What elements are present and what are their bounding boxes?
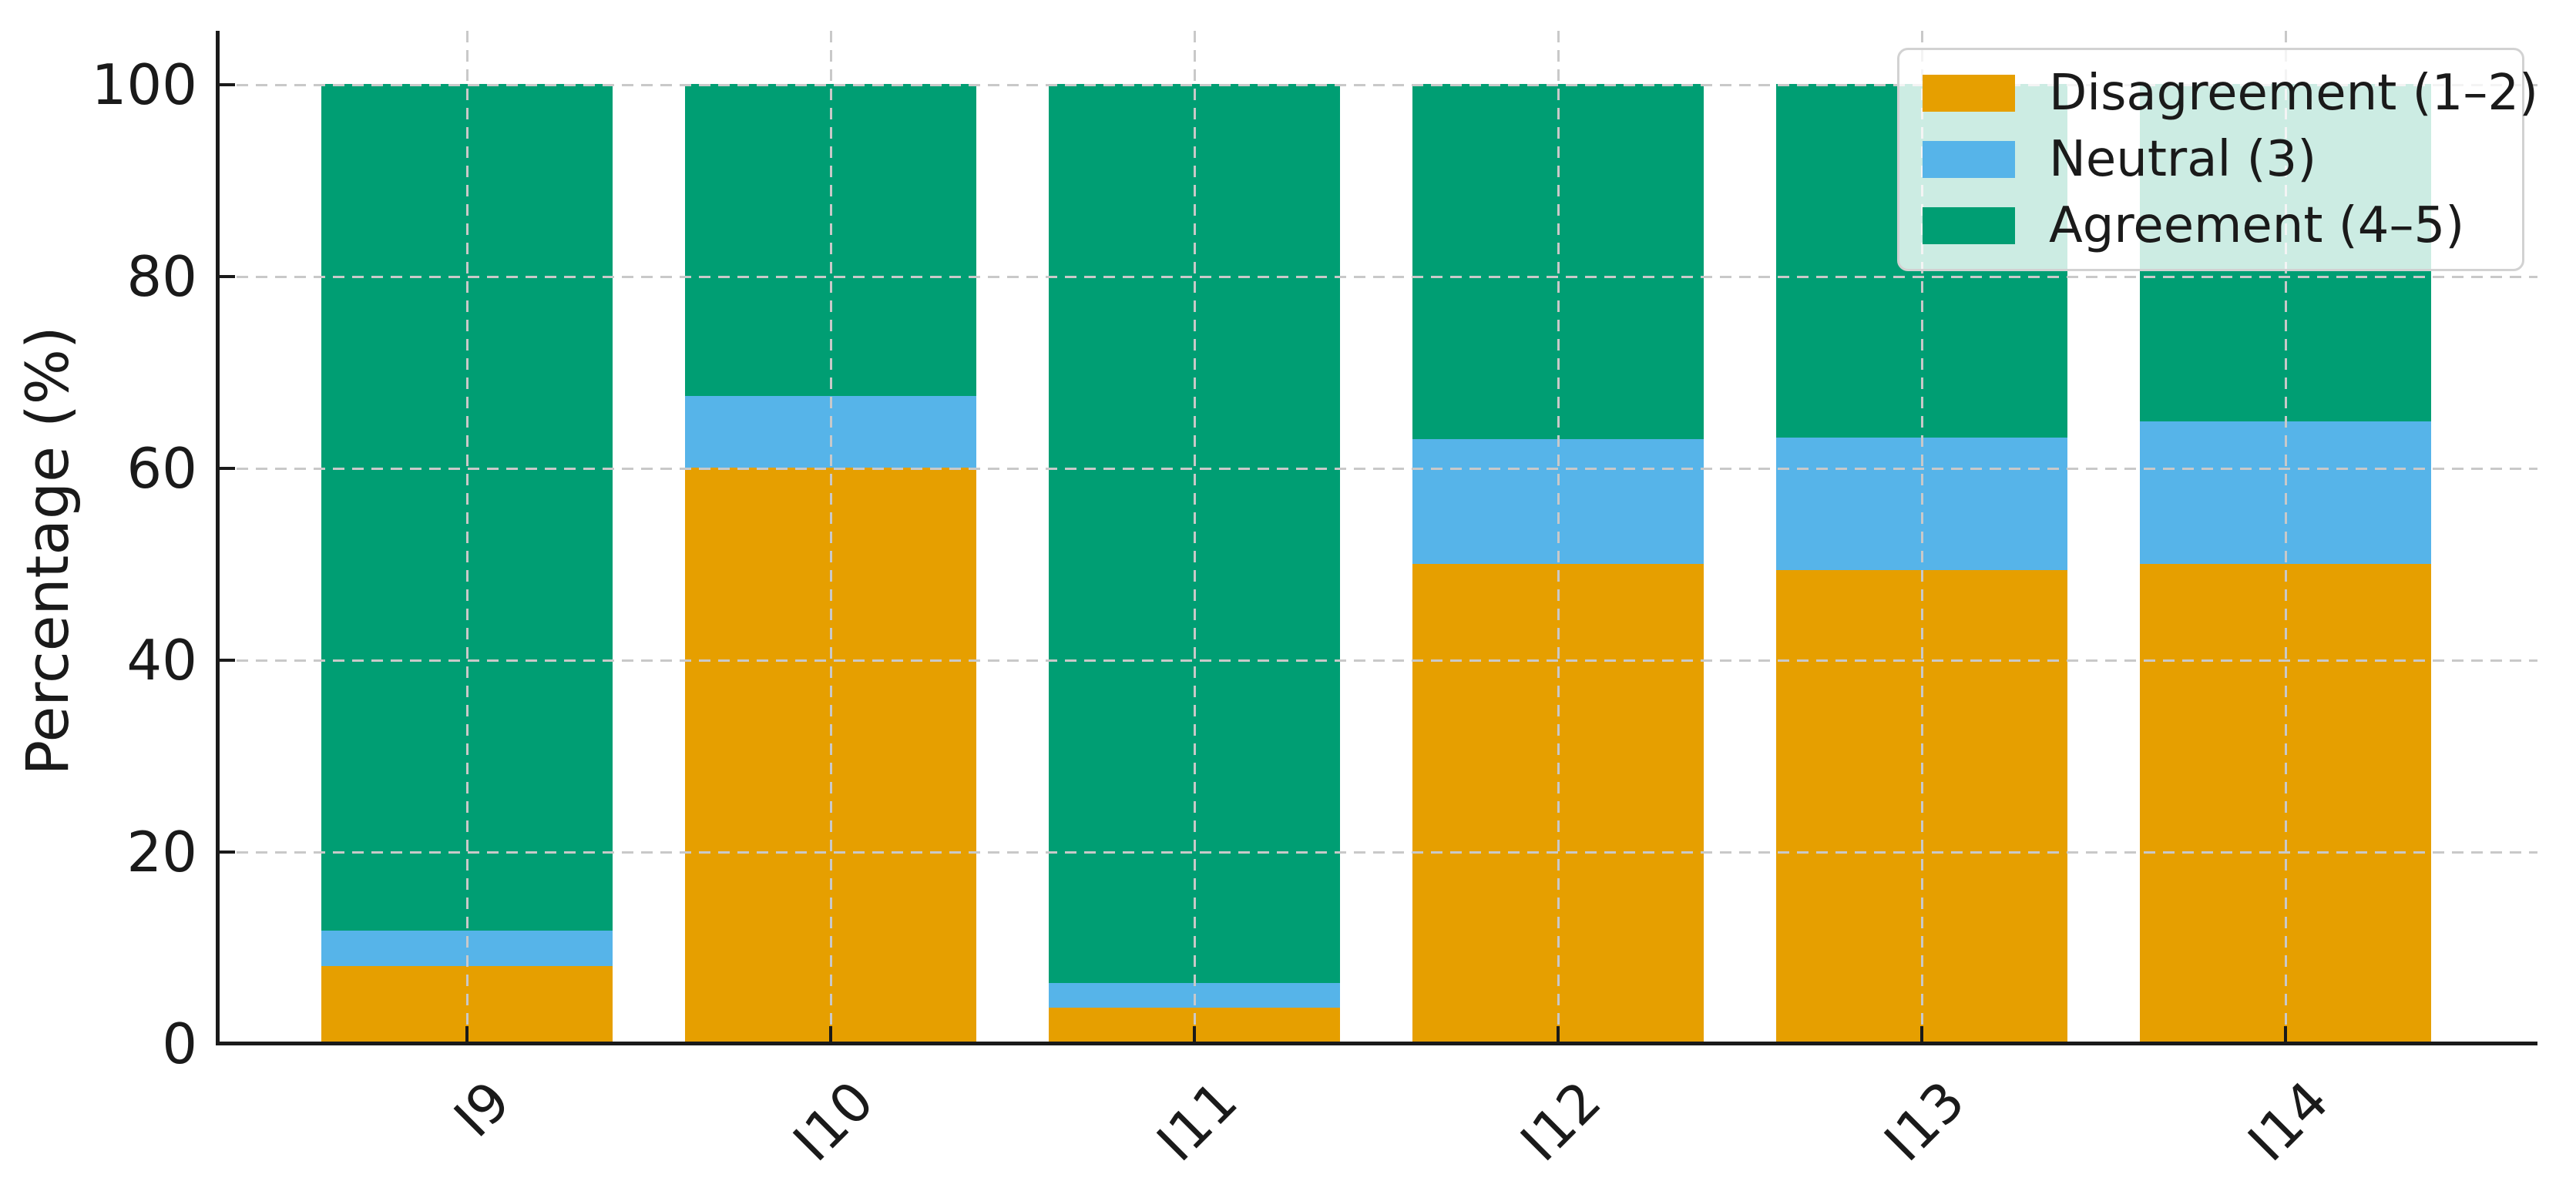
y-gridline-40 <box>217 659 2537 662</box>
y-tick-80 <box>220 275 235 278</box>
x-gridline-I13 <box>1920 31 1923 1042</box>
x-tick-label-I9: I9 <box>442 1069 522 1149</box>
y-gridline-60 <box>217 467 2537 470</box>
y-tick-label-0: 0 <box>162 1012 197 1076</box>
legend-label: Disagreement (1–2) <box>2049 65 2538 122</box>
legend: Disagreement (1–2) Neutral (3) Agreement (… <box>1897 48 2538 271</box>
x-gridline-I9 <box>465 31 469 1042</box>
y-tick-100 <box>220 83 235 86</box>
x-tick-label-I14: I14 <box>2236 1069 2341 1174</box>
x-tick-I11 <box>1193 1026 1196 1042</box>
legend-swatch-icon <box>1923 141 2015 178</box>
y-tick-label-80: 80 <box>126 244 197 309</box>
y-tick-label-60: 60 <box>126 436 197 501</box>
x-tick-label-I12: I12 <box>1509 1069 1614 1174</box>
y-tick-20 <box>220 851 235 854</box>
legend-row: Agreement (4–5) <box>1923 201 2522 250</box>
y-tick-label-20: 20 <box>126 820 197 884</box>
x-tick-I12 <box>1557 1026 1560 1042</box>
y-gridline-100 <box>217 83 2537 86</box>
x-tick-I10 <box>829 1026 832 1042</box>
x-tick-I9 <box>465 1026 469 1042</box>
legend-swatch-icon <box>1923 207 2015 244</box>
legend-label: Neutral (3) <box>2049 131 2317 188</box>
y-tick-label-40: 40 <box>126 628 197 693</box>
legend-row: Neutral (3) <box>1923 135 2522 184</box>
y-gridline-20 <box>217 851 2537 854</box>
x-tick-I14 <box>2284 1026 2287 1042</box>
legend-label: Agreement (4–5) <box>2049 197 2465 254</box>
y-tick-60 <box>220 467 235 470</box>
legend-row: Disagreement (1–2) <box>1923 69 2538 118</box>
x-gridline-I12 <box>1557 31 1560 1042</box>
y-tick-label-100: 100 <box>91 52 197 117</box>
y-axis-title: Percentage (%) <box>13 326 82 776</box>
x-gridline-I11 <box>1193 31 1196 1042</box>
x-tick-label-I11: I11 <box>1145 1069 1250 1174</box>
y-tick-40 <box>220 659 235 662</box>
x-axis-line <box>216 1042 2537 1045</box>
x-gridline-I10 <box>829 31 832 1042</box>
y-axis-line <box>216 31 220 1045</box>
x-tick-label-I13: I13 <box>1872 1069 1977 1174</box>
y-gridline-80 <box>217 275 2537 278</box>
x-gridline-I14 <box>2284 31 2287 1042</box>
legend-swatch-icon <box>1923 75 2015 112</box>
x-tick-label-I10: I10 <box>781 1069 886 1174</box>
x-tick-I13 <box>1920 1026 1923 1042</box>
